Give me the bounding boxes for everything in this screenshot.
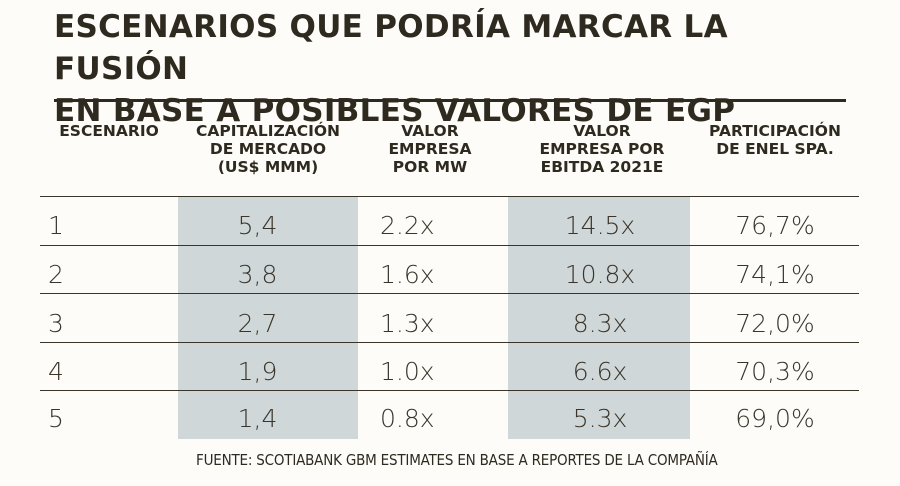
cell-participacion: 70,3% [735, 357, 815, 386]
cell-escenario: 1 [48, 211, 64, 240]
cell-participacion: 76,7% [735, 211, 815, 240]
cell-valor-mw: 2.2x [380, 211, 435, 240]
cell-participacion: 74,1% [735, 260, 815, 289]
row-divider [40, 390, 859, 391]
cell-escenario: 5 [48, 404, 64, 433]
cell-escenario: 2 [48, 260, 64, 289]
cell-capitalizacion: 1,9 [237, 357, 278, 386]
cell-valor-mw: 1.3x [380, 309, 435, 338]
row-divider [40, 245, 859, 246]
row-divider [40, 196, 859, 197]
cell-capitalizacion: 1,4 [237, 404, 278, 433]
cell-valor-mw: 1.6x [380, 260, 435, 289]
cell-escenario: 3 [48, 309, 64, 338]
cell-valor-ebitda: 5.3x [572, 404, 628, 433]
cell-capitalizacion: 2,7 [237, 309, 278, 338]
cell-capitalizacion: 3,8 [237, 260, 278, 289]
row-divider [40, 293, 859, 294]
header-escenario: ESCENARIO [59, 122, 159, 140]
cell-valor-ebitda: 10.8x [564, 260, 636, 289]
shaded-column-capitalizacion [178, 196, 358, 439]
cell-escenario: 4 [48, 357, 64, 386]
page-title: ESCENARIOS QUE PODRÍA MARCAR LA FUSIÓN E… [54, 6, 854, 132]
header-valor-ebitda: VALOR EMPRESA POR EBITDA 2021E [539, 122, 665, 176]
cell-valor-ebitda: 6.6x [572, 357, 628, 386]
cell-participacion: 69,0% [735, 404, 815, 433]
cell-valor-mw: 1.0x [380, 357, 435, 386]
cell-valor-ebitda: 14.5x [564, 211, 636, 240]
cell-valor-ebitda: 8.3x [572, 309, 628, 338]
title-rule [54, 99, 846, 102]
header-capitalizacion: CAPITALIZACIÓN DE MERCADO (US$ MMM) [195, 122, 341, 176]
source-note: FUENTE: SCOTIABANK GBM ESTIMATES EN BASE… [196, 451, 718, 469]
row-divider [40, 342, 859, 343]
header-participacion: PARTICIPACIÓN DE ENEL SPA. [709, 122, 841, 158]
header-valor-mw: VALOR EMPRESA POR MW [388, 122, 472, 176]
cell-valor-mw: 0.8x [380, 404, 435, 433]
cell-participacion: 72,0% [735, 309, 815, 338]
shaded-column-ebitda [508, 196, 690, 439]
cell-capitalizacion: 5,4 [237, 211, 278, 240]
title-line-1: ESCENARIOS QUE PODRÍA MARCAR LA FUSIÓN [54, 9, 728, 87]
